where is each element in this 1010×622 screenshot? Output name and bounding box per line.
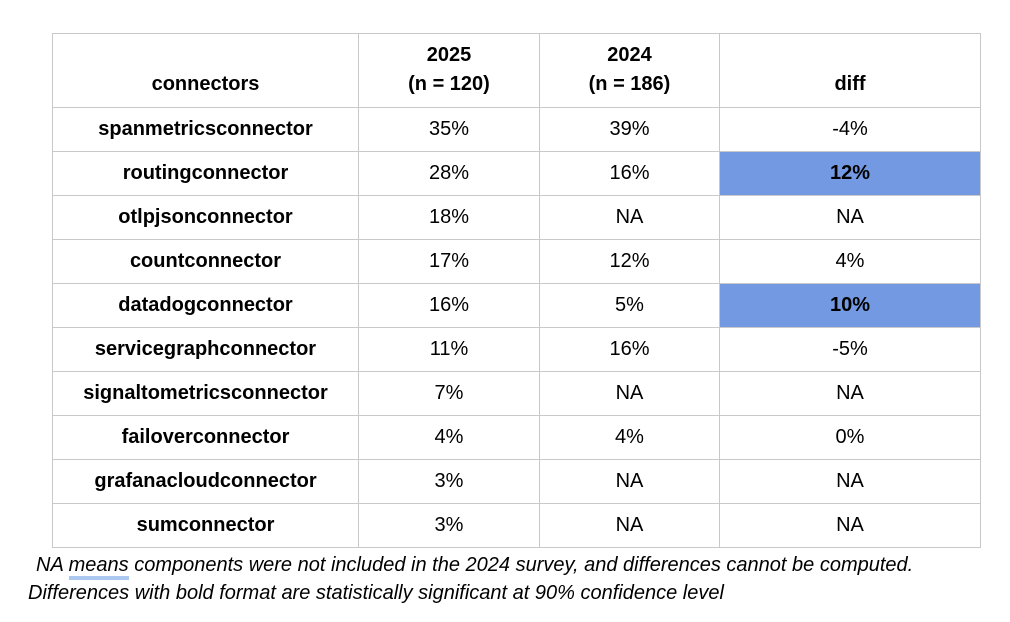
table-row: sumconnector 3% NA NA bbox=[52, 503, 981, 548]
value-2024-cell: 12% bbox=[539, 239, 720, 284]
value-2024-cell: 5% bbox=[539, 283, 720, 328]
diff-cell: -4% bbox=[719, 107, 981, 152]
table-row: routingconnector 28% 16% 12% bbox=[52, 151, 981, 196]
diff-cell: -5% bbox=[719, 327, 981, 372]
value-2024-cell: NA bbox=[539, 503, 720, 548]
connector-name-cell: routingconnector bbox=[52, 151, 359, 196]
table-row: signaltometricsconnector 7% NA NA bbox=[52, 371, 981, 416]
column-header-2024-year: 2024 bbox=[607, 44, 652, 66]
table-row: grafanacloudconnector 3% NA NA bbox=[52, 459, 981, 504]
footnote-line1: NA means components were not included in… bbox=[28, 551, 1003, 580]
value-2025-cell: 3% bbox=[358, 459, 540, 504]
value-2025-cell: 28% bbox=[358, 151, 540, 196]
column-header-2024-n: (n = 186) bbox=[588, 73, 671, 95]
survey-table-wrap: connectors 2025 (n = 120) 2024 (n = 186)… bbox=[52, 33, 981, 548]
footnote-underlined-word: means bbox=[68, 554, 129, 580]
column-header-connectors-label: connectors bbox=[151, 73, 260, 95]
table-row: datadogconnector 16% 5% 10% bbox=[52, 283, 981, 328]
footnote-line1-prefix: NA bbox=[36, 554, 69, 576]
value-2025-cell: 18% bbox=[358, 195, 540, 240]
diff-cell: NA bbox=[719, 503, 981, 548]
footnote: NA means components were not included in… bbox=[28, 551, 1003, 607]
diff-cell: NA bbox=[719, 195, 981, 240]
diff-cell: NA bbox=[719, 459, 981, 504]
table-row: otlpjsonconnector 18% NA NA bbox=[52, 195, 981, 240]
value-2024-cell: 16% bbox=[539, 327, 720, 372]
column-header-2024: 2024 (n = 186) bbox=[539, 33, 720, 108]
connector-name-cell: datadogconnector bbox=[52, 283, 359, 328]
diff-cell: 4% bbox=[719, 239, 981, 284]
value-2025-cell: 16% bbox=[358, 283, 540, 328]
connector-name-cell: otlpjsonconnector bbox=[52, 195, 359, 240]
header-row: connectors 2025 (n = 120) 2024 (n = 186)… bbox=[52, 33, 981, 108]
value-2024-cell: 4% bbox=[539, 415, 720, 460]
value-2025-cell: 4% bbox=[358, 415, 540, 460]
value-2024-cell: NA bbox=[539, 371, 720, 416]
column-header-diff: diff bbox=[719, 33, 981, 108]
value-2025-cell: 11% bbox=[358, 327, 540, 372]
value-2024-cell: 39% bbox=[539, 107, 720, 152]
table-row: failoverconnector 4% 4% 0% bbox=[52, 415, 981, 460]
column-header-diff-label: diff bbox=[834, 73, 866, 95]
table-row: spanmetricsconnector 35% 39% -4% bbox=[52, 107, 981, 152]
diff-cell: 12% bbox=[719, 151, 981, 196]
column-header-connectors: connectors bbox=[52, 33, 359, 108]
connector-name-cell: signaltometricsconnector bbox=[52, 371, 359, 416]
value-2025-cell: 35% bbox=[358, 107, 540, 152]
column-header-2025-year: 2025 bbox=[426, 44, 472, 66]
value-2024-cell: NA bbox=[539, 459, 720, 504]
table-body: spanmetricsconnector 35% 39% -4% routing… bbox=[52, 107, 981, 548]
column-header-2025-n: (n = 120) bbox=[408, 73, 490, 95]
connector-name-cell: sumconnector bbox=[52, 503, 359, 548]
table-row: servicegraphconnector 11% 16% -5% bbox=[52, 327, 981, 372]
value-2025-cell: 17% bbox=[358, 239, 540, 284]
connectors-table: connectors 2025 (n = 120) 2024 (n = 186)… bbox=[52, 33, 981, 548]
diff-cell: 0% bbox=[719, 415, 981, 460]
footnote-line1-suffix: components were not included in the 2024… bbox=[128, 554, 914, 576]
value-2025-cell: 3% bbox=[358, 503, 540, 548]
connector-name-cell: servicegraphconnector bbox=[52, 327, 359, 372]
connector-name-cell: grafanacloudconnector bbox=[52, 459, 359, 504]
value-2024-cell: NA bbox=[539, 195, 720, 240]
connector-name-cell: failoverconnector bbox=[52, 415, 359, 460]
footnote-line2: Differences with bold format are statist… bbox=[28, 582, 724, 604]
connector-name-cell: spanmetricsconnector bbox=[52, 107, 359, 152]
column-header-2025: 2025 (n = 120) bbox=[358, 33, 540, 108]
diff-cell: 10% bbox=[719, 283, 981, 328]
table-row: countconnector 17% 12% 4% bbox=[52, 239, 981, 284]
connector-name-cell: countconnector bbox=[52, 239, 359, 284]
value-2024-cell: 16% bbox=[539, 151, 720, 196]
diff-cell: NA bbox=[719, 371, 981, 416]
value-2025-cell: 7% bbox=[358, 371, 540, 416]
